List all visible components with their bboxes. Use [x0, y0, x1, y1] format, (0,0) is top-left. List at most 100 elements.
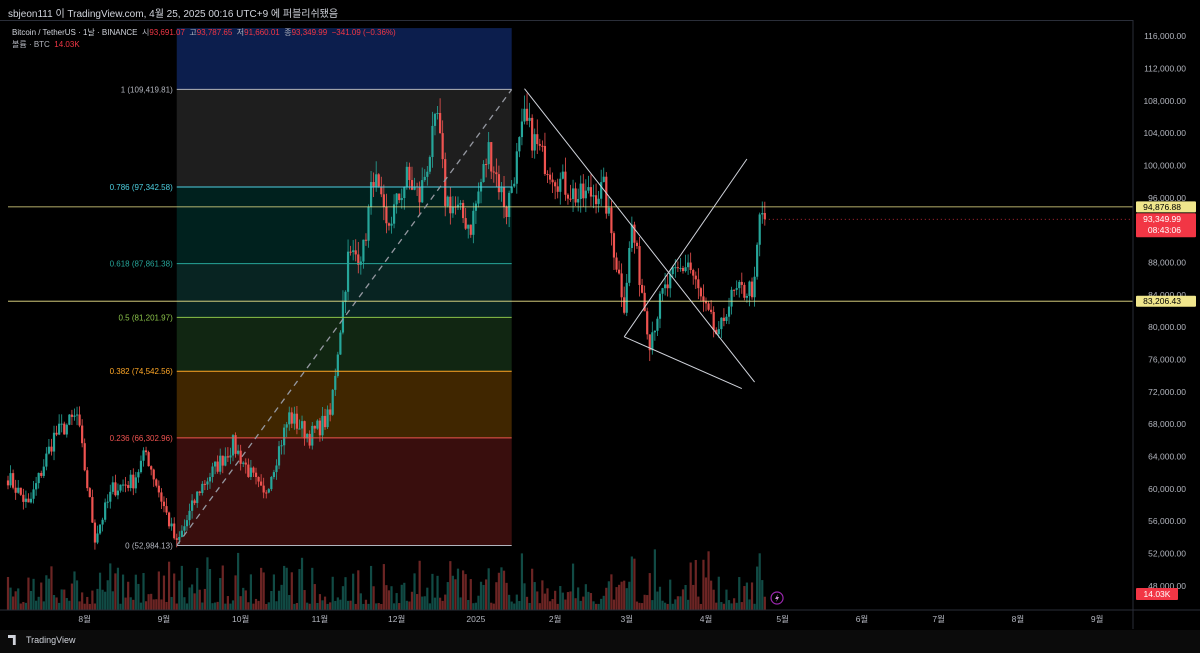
candle-body — [651, 332, 654, 351]
volume-bar — [740, 602, 743, 610]
fib-band-above — [176, 28, 512, 90]
volume-bar — [142, 573, 145, 610]
candle-body — [413, 186, 416, 190]
y-tick-label: 64,000.00 — [1148, 451, 1186, 461]
candle-body — [605, 176, 608, 214]
candle-body — [211, 466, 214, 477]
volume-bar — [518, 601, 521, 610]
candle-body — [577, 198, 580, 203]
volume-bar — [201, 602, 204, 610]
candle-body — [116, 490, 120, 496]
volume-bar — [114, 573, 117, 610]
volume-bar — [533, 582, 536, 610]
volume-bar — [116, 567, 120, 610]
volume-bar — [216, 601, 219, 610]
volume-bar — [124, 597, 127, 610]
candle-body — [295, 413, 299, 429]
candle-body — [497, 174, 501, 193]
volume-bar — [474, 602, 477, 610]
low-label: 저 — [236, 28, 245, 37]
candle-body — [24, 498, 27, 502]
volume-bar — [239, 596, 242, 610]
volume-bar — [316, 603, 319, 610]
symbol-title[interactable]: Bitcoin / TetherUS · 1날 · BINANCE — [12, 28, 138, 37]
volume-bar — [710, 580, 713, 610]
volume-bar — [298, 569, 301, 610]
candle-body — [485, 164, 488, 166]
candle-body — [270, 477, 273, 490]
volume-bar — [692, 584, 695, 610]
candle-body — [661, 288, 664, 294]
volume-bar — [372, 586, 375, 610]
candle-body — [730, 289, 733, 307]
volume-bar — [208, 569, 212, 610]
volume-bar — [178, 580, 181, 610]
volume-bar — [505, 582, 508, 610]
candle-body — [490, 142, 493, 172]
candle-body — [231, 435, 235, 456]
candle-body — [52, 432, 56, 452]
candle-body — [541, 145, 544, 147]
volume-bar — [234, 575, 237, 610]
candle-body — [615, 257, 618, 270]
candle-body — [364, 239, 368, 241]
volume-bar — [431, 573, 434, 610]
volume-bar — [221, 565, 224, 610]
candle-body — [584, 190, 587, 199]
volume-bar — [597, 603, 600, 610]
volume-bar — [446, 582, 449, 610]
candle-body — [206, 481, 209, 485]
candle-body — [395, 193, 398, 205]
volume-bar — [303, 590, 306, 610]
candle-body — [758, 214, 761, 245]
candle-body — [224, 456, 227, 466]
candle-body — [139, 460, 143, 473]
candle-body — [58, 423, 61, 435]
volume-bar — [656, 591, 659, 610]
candle-body — [592, 195, 595, 197]
volume-bar — [129, 597, 132, 610]
tradingview-logo[interactable]: TradingView — [8, 635, 76, 645]
candle-body — [167, 512, 171, 527]
candle-body — [536, 134, 539, 145]
volume-bar — [730, 603, 733, 610]
candle-body — [763, 213, 766, 220]
volume-bar — [449, 561, 452, 610]
candle-body — [733, 289, 736, 291]
tradingview-logo-icon — [8, 635, 16, 645]
candlestick-chart[interactable]: 1 (109,419.81) 0.786 (97,342.58) 0.618 (87… — [0, 20, 1200, 629]
countdown-label: 08:43:06 — [1148, 225, 1181, 235]
volume-bar — [17, 588, 20, 610]
candle-body — [196, 491, 199, 504]
volume-bar — [193, 593, 196, 610]
volume-bar — [265, 603, 268, 610]
candle-body — [70, 414, 74, 417]
candle-body — [323, 415, 327, 428]
volume-bar — [173, 573, 176, 610]
volume-bar — [464, 574, 467, 610]
candle-body — [157, 485, 160, 493]
candle-body — [559, 178, 562, 192]
volume-bar — [643, 594, 646, 610]
candle-body — [748, 281, 751, 297]
volume-bar — [106, 580, 109, 610]
volume-bar — [712, 589, 715, 610]
y-tick-label: 80,000.00 — [1148, 322, 1186, 332]
volume-bar — [175, 603, 178, 610]
volume-bar — [702, 559, 705, 610]
y-tick-label: 60,000.00 — [1148, 484, 1186, 494]
candle-body — [175, 538, 178, 540]
candle-body — [385, 206, 388, 224]
candle-body — [569, 198, 572, 200]
y-tick-label: 72,000.00 — [1148, 387, 1186, 397]
candle-body — [462, 202, 465, 219]
volume-bar — [58, 602, 61, 610]
candle-body — [658, 293, 662, 319]
volume-bar — [93, 603, 97, 610]
volume-bar — [306, 602, 309, 610]
volume-bar — [78, 601, 81, 610]
volume-bar — [214, 602, 217, 610]
candle-body — [720, 317, 723, 330]
candle-body — [367, 206, 370, 241]
candle-body — [538, 144, 541, 146]
